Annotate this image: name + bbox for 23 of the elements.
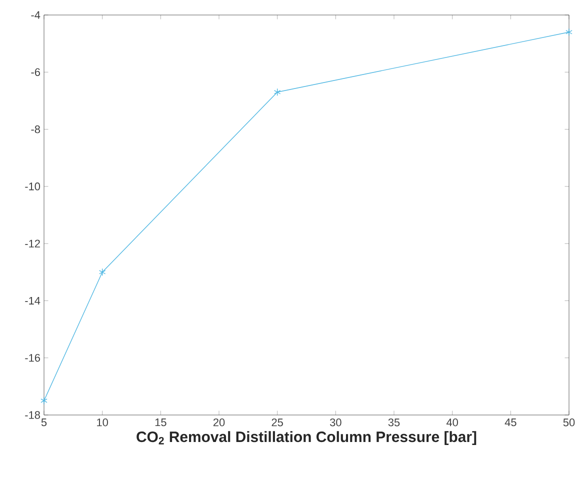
x-tick-label: 5 bbox=[41, 418, 47, 426]
point bbox=[98, 268, 106, 276]
x-tick-label: 15 bbox=[155, 418, 166, 426]
x-tick-label: 30 bbox=[330, 418, 342, 426]
x-tick-label: 25 bbox=[272, 418, 283, 426]
point bbox=[566, 28, 572, 36]
y-tick-label: -16 bbox=[25, 354, 40, 362]
y-tick-label: -10 bbox=[25, 182, 40, 190]
y-tick-label: -6 bbox=[31, 68, 40, 76]
y-tick-label: -18 bbox=[25, 411, 40, 419]
x-tick-label: 10 bbox=[97, 418, 108, 426]
point bbox=[274, 88, 281, 96]
x-tick-label: 40 bbox=[446, 418, 458, 426]
y-tick-label: -14 bbox=[25, 296, 40, 304]
x-tick-label: 20 bbox=[213, 418, 225, 426]
y-tick-label: -8 bbox=[31, 125, 40, 134]
x-axis-title: CO$_{2}$ Removal Distillation Column Pressure [bar] bbox=[136, 431, 476, 446]
x-tick-label: 35 bbox=[388, 418, 400, 426]
point bbox=[40, 396, 48, 405]
x-tick-label: 45 bbox=[504, 418, 516, 426]
y-tick-label: -12 bbox=[25, 240, 40, 248]
y-tick-label: -4 bbox=[31, 11, 40, 19]
x-tick-label: 50 bbox=[563, 418, 575, 426]
